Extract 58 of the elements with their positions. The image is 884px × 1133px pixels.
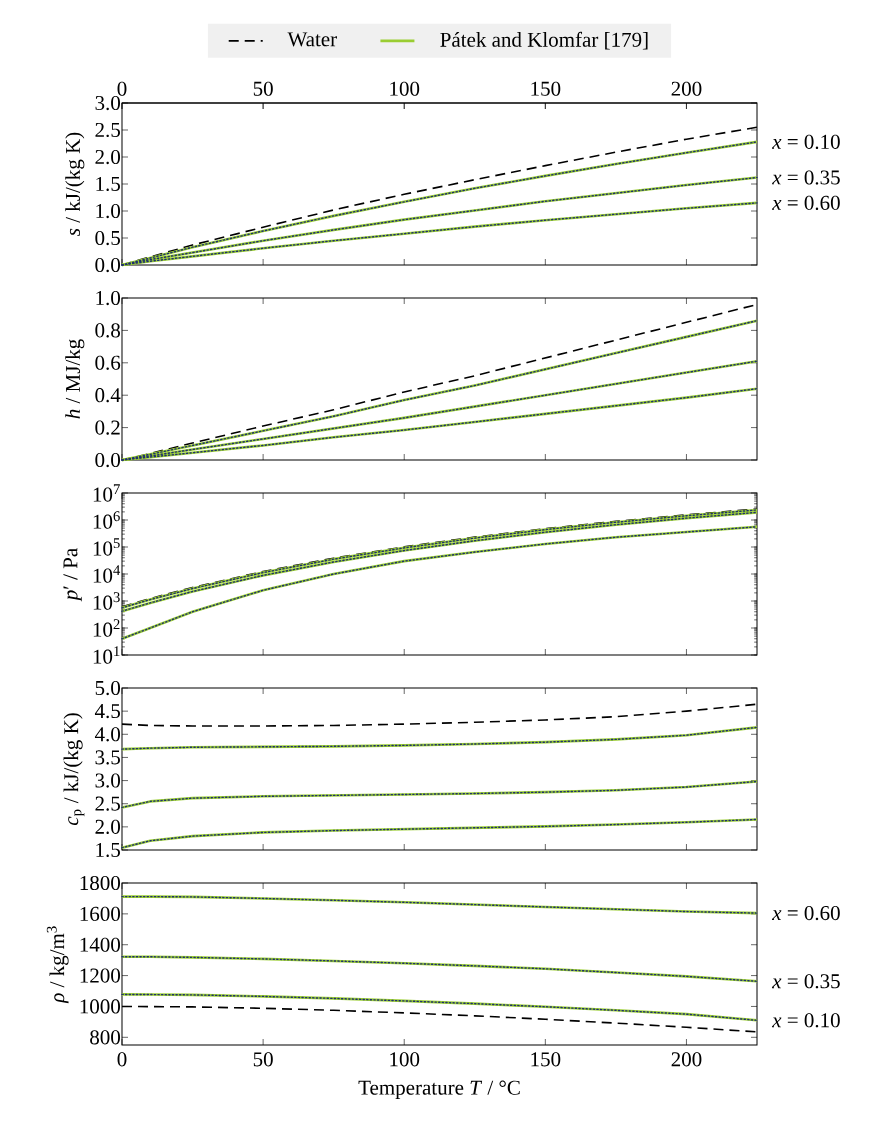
x-tick-label: 0 bbox=[117, 1052, 127, 1067]
y-axis-title: ρ / kg/m$^{3}$ bbox=[46, 926, 69, 1004]
y-axis-title: h / MJ/kg bbox=[65, 339, 85, 419]
y-tick-label: 1800 bbox=[80, 875, 121, 891]
y-tick-label: 10$^{4}$ bbox=[93, 565, 121, 583]
legend-label: Pátek and Klomfar [179] bbox=[440, 31, 648, 50]
x2-tick-label: 0 bbox=[117, 81, 127, 96]
legend-label: Water bbox=[287, 32, 337, 47]
y-tick-label: 2.5 bbox=[95, 796, 120, 811]
y-tick-label: 2.0 bbox=[95, 819, 121, 834]
y-tick-label: 1.0 bbox=[96, 203, 121, 219]
y-tick-label: 5.0 bbox=[95, 680, 121, 696]
x2-tick-label: 100 bbox=[390, 81, 420, 96]
y-tick-label: 10$^{3}$ bbox=[93, 592, 120, 610]
y-tick-label: 10$^{6}$ bbox=[93, 511, 120, 529]
y-tick-label: 1200 bbox=[80, 968, 121, 983]
x2-tick-label: 200 bbox=[671, 81, 702, 96]
y-tick-label: 1600 bbox=[80, 906, 121, 921]
y-tick-label: 1.5 bbox=[96, 176, 120, 192]
y-tick-label: 800 bbox=[90, 1030, 121, 1045]
x2-tick-label: 150 bbox=[531, 81, 561, 96]
y-tick-label: 10$^{1}$ bbox=[93, 646, 120, 664]
y-tick-label: 3.5 bbox=[95, 750, 120, 765]
y-tick-label: 4.5 bbox=[94, 704, 120, 719]
y-tick-label: 10$^{5}$ bbox=[93, 538, 120, 556]
y-tick-label: 3.0 bbox=[95, 773, 121, 788]
y-tick-label: 0.6 bbox=[95, 355, 121, 370]
y-tick-label: 2.5 bbox=[95, 122, 120, 138]
y-axis-title: s / kJ/(kg K) bbox=[65, 132, 85, 236]
y-tick-label: 0.2 bbox=[95, 420, 120, 435]
y-tick-label: 0.8 bbox=[95, 323, 121, 338]
y-tick-label: 0.4 bbox=[95, 388, 121, 403]
y-axis-title: p′ / Pa bbox=[63, 548, 82, 602]
y-tick-label: 0.0 bbox=[95, 452, 121, 468]
x2-tick-label: 50 bbox=[253, 81, 273, 96]
y-tick-label: 1400 bbox=[80, 937, 121, 952]
text: x = 0.10 bbox=[771, 1013, 840, 1028]
x-tick-label: 200 bbox=[671, 1052, 702, 1067]
x-tick-label: 50 bbox=[253, 1052, 273, 1067]
y-tick-label: 4.0 bbox=[94, 727, 121, 742]
x-axis-title: Temperature T / °C bbox=[358, 1080, 520, 1100]
text: x = 0.35 bbox=[771, 170, 840, 185]
y-tick-label: 0.5 bbox=[95, 230, 120, 246]
text: x = 0.60 bbox=[771, 905, 840, 921]
y-tick-label: 2.0 bbox=[95, 149, 121, 165]
y-tick-label: 0.0 bbox=[95, 257, 121, 273]
y-tick-label: 1000 bbox=[80, 999, 121, 1014]
y-tick-label: 10$^{7}$ bbox=[93, 484, 120, 502]
text: x = 0.35 bbox=[771, 974, 840, 989]
y-tick-label: 1.5 bbox=[96, 842, 120, 858]
y-tick-label: 1.0 bbox=[96, 290, 121, 306]
y-axis-title: c$_{p}$ / kJ/(kg K) bbox=[63, 713, 85, 826]
text: x = 0.10 bbox=[771, 134, 840, 150]
x-tick-label: 100 bbox=[390, 1052, 420, 1067]
text: x = 0.60 bbox=[771, 195, 840, 211]
y-tick-label: 3.0 bbox=[95, 95, 121, 111]
x-tick-label: 150 bbox=[531, 1052, 561, 1067]
y-tick-label: 10$^{2}$ bbox=[93, 619, 120, 637]
